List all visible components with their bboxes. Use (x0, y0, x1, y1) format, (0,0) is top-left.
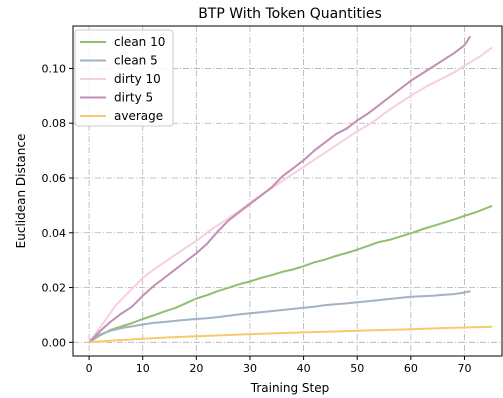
chart-title: BTP With Token Quantities (198, 6, 382, 22)
series-line-clean-5 (88, 290, 471, 344)
x-tick-label: 60 (404, 362, 418, 375)
legend-label: dirty 10 (114, 72, 161, 86)
series-line-dirty-5 (88, 36, 471, 344)
y-ticks: 0.00 0.02 0.04 0.06 0.08 0.10 (42, 62, 73, 349)
x-axis-label: Training Step (250, 381, 330, 395)
y-tick-label: 0.10 (42, 62, 67, 75)
legend-box (74, 29, 174, 127)
series-line-average (88, 325, 493, 344)
plot-frame (72, 25, 503, 357)
legend-label: clean 10 (114, 35, 165, 49)
legend-label: average (114, 109, 163, 123)
x-tick-label: 50 (350, 362, 364, 375)
x-tick-label: 30 (243, 362, 257, 375)
y-tick-label: 0.08 (42, 117, 67, 130)
legend-label: dirty 5 (114, 91, 153, 105)
series-lines (88, 36, 493, 344)
legend: clean 10 clean 5 dirty 10 dirty 5 average (74, 29, 174, 127)
y-axis-label: Euclidean Distance (14, 134, 28, 249)
y-tick-label: 0.02 (42, 282, 67, 295)
series-line-clean-10 (88, 205, 493, 344)
series-line-dirty-10 (88, 46, 493, 344)
x-tick-label: 0 (86, 362, 93, 375)
legend-label: clean 5 (114, 54, 158, 68)
x-ticks: 0 10 20 30 40 50 60 70 (86, 356, 471, 375)
x-tick-label: 40 (297, 362, 311, 375)
x-tick-label: 20 (189, 362, 203, 375)
x-tick-label: 70 (457, 362, 471, 375)
y-tick-label: 0.04 (42, 227, 67, 240)
y-tick-label: 0.06 (42, 172, 67, 185)
y-tick-label: 0.00 (42, 336, 67, 349)
x-tick-label: 10 (136, 362, 150, 375)
